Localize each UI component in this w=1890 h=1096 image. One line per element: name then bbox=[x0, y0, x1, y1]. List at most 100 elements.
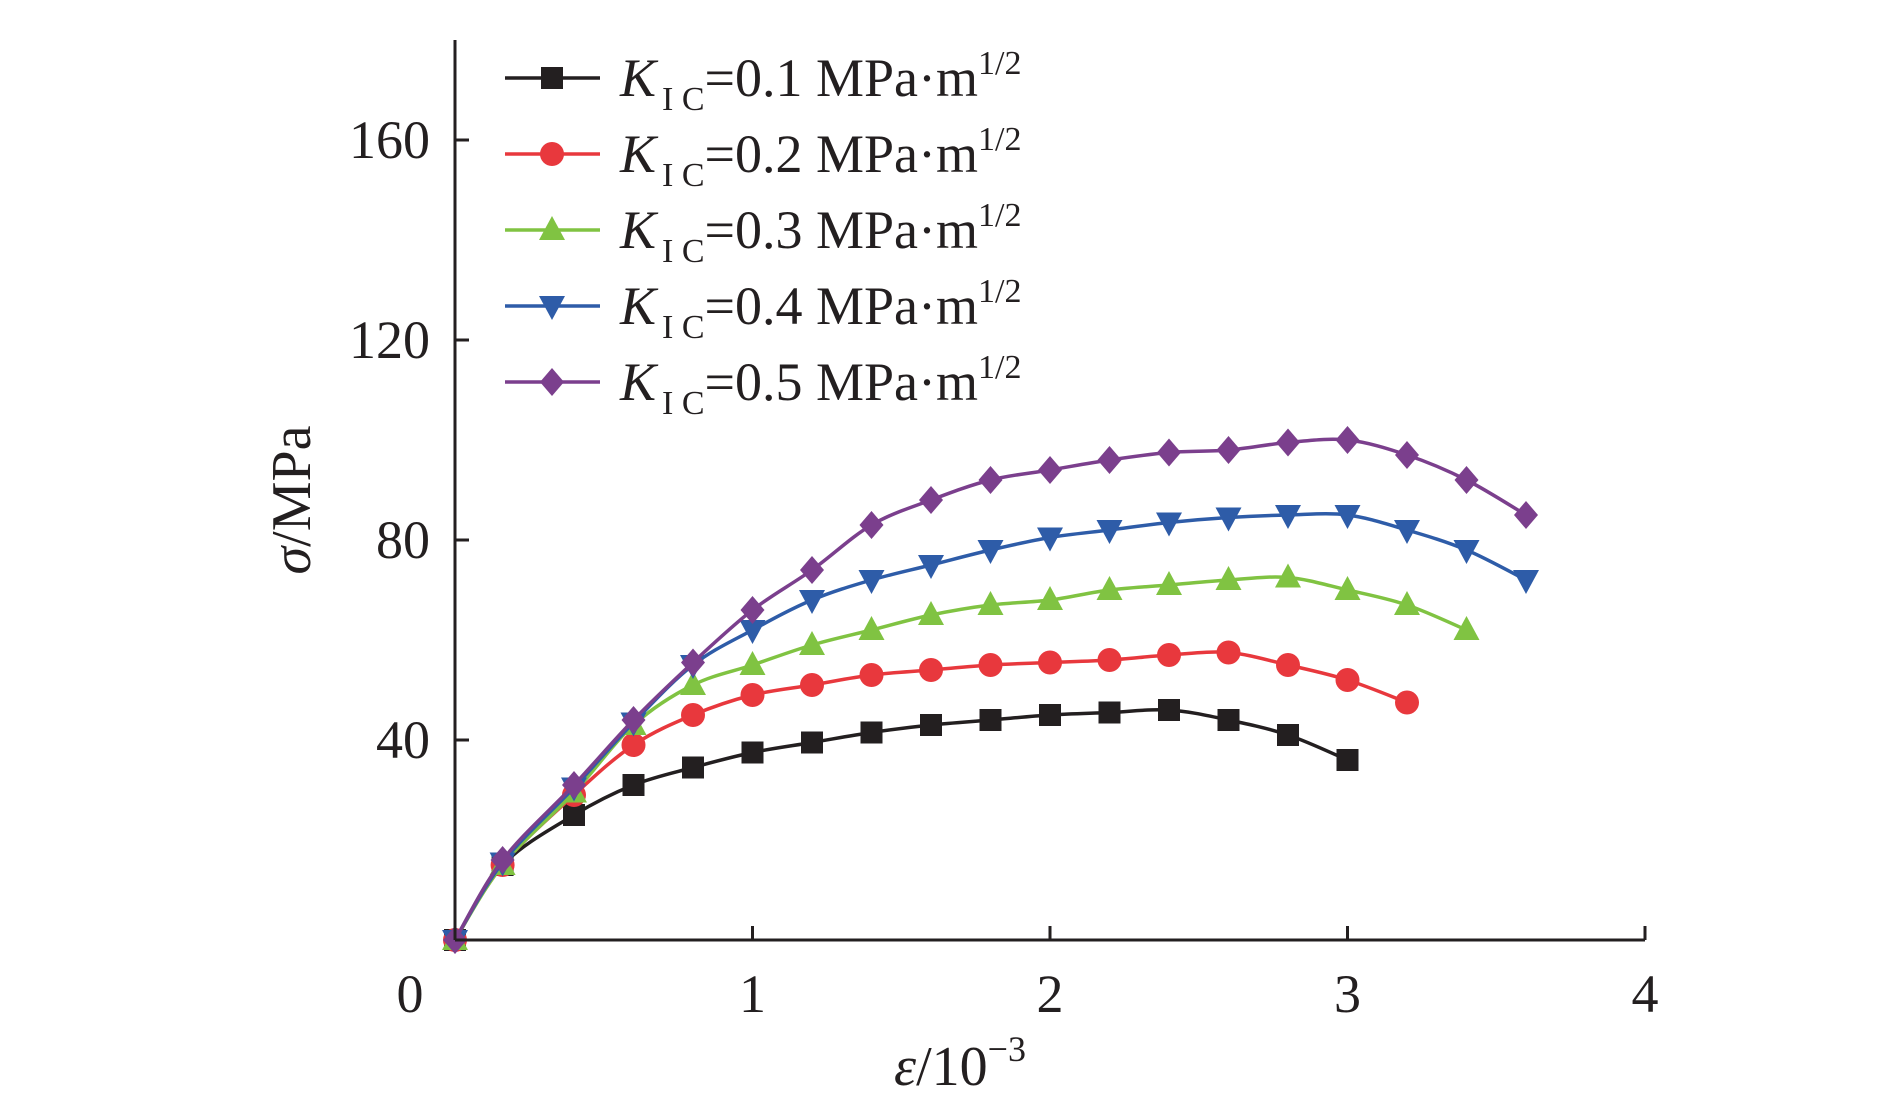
data-point bbox=[1098, 701, 1121, 724]
legend-symbol: K bbox=[619, 200, 659, 260]
series-2 bbox=[443, 640, 1419, 952]
data-point bbox=[977, 540, 1004, 564]
data-point bbox=[1454, 466, 1479, 494]
data-point bbox=[1039, 704, 1061, 726]
data-point bbox=[858, 616, 885, 640]
origin-label: 0 bbox=[397, 964, 424, 1024]
data-point bbox=[621, 733, 646, 757]
series-line bbox=[453, 437, 1527, 941]
legend-exponent: 1/2 bbox=[978, 197, 1021, 234]
data-point bbox=[1038, 650, 1062, 675]
legend-exponent: 1/2 bbox=[978, 45, 1021, 82]
x-axis-exponent: −3 bbox=[988, 1029, 1026, 1069]
y-tick-label: 120 bbox=[349, 310, 430, 370]
y-axis-title-group: σ/MPa bbox=[261, 425, 323, 574]
legend-subscript: I C bbox=[662, 309, 705, 346]
series-line bbox=[453, 575, 1468, 941]
data-point bbox=[1334, 576, 1361, 600]
data-point bbox=[1335, 668, 1360, 692]
data-point bbox=[1156, 571, 1182, 595]
legend-marker bbox=[541, 67, 563, 89]
data-point bbox=[1215, 566, 1242, 590]
y-axis-symbol: σ bbox=[261, 544, 323, 574]
legend-marker bbox=[540, 368, 564, 396]
x-tick-label: 1 bbox=[739, 964, 766, 1024]
data-point bbox=[1216, 436, 1241, 464]
series-layer bbox=[442, 426, 1539, 954]
legend-value: =0.3 MPa·m bbox=[705, 200, 978, 260]
data-point bbox=[1215, 507, 1242, 532]
data-point bbox=[1156, 512, 1182, 537]
data-point bbox=[800, 556, 824, 584]
legend-exponent: 1/2 bbox=[978, 121, 1021, 158]
series-line bbox=[453, 707, 1349, 941]
data-point bbox=[858, 570, 885, 594]
x-tick-label: 2 bbox=[1037, 964, 1064, 1024]
data-point bbox=[1275, 505, 1301, 529]
data-point bbox=[1158, 699, 1180, 721]
data-point bbox=[1097, 446, 1122, 474]
legend-value: =0.1 MPa·m bbox=[705, 48, 978, 108]
data-point bbox=[1276, 428, 1300, 457]
data-point bbox=[799, 590, 825, 614]
data-point bbox=[859, 511, 884, 539]
data-point bbox=[739, 651, 766, 675]
data-point bbox=[1394, 520, 1420, 544]
legend-symbol: K bbox=[619, 124, 659, 184]
data-point bbox=[680, 671, 706, 695]
data-point bbox=[978, 466, 1003, 494]
legend-marker bbox=[539, 216, 565, 240]
series-line bbox=[453, 650, 1408, 941]
data-point bbox=[621, 706, 646, 734]
x-axis-unit: /10 bbox=[916, 1036, 988, 1096]
data-point bbox=[490, 846, 515, 874]
data-point bbox=[1395, 441, 1419, 469]
series-5 bbox=[443, 426, 1538, 954]
data-point bbox=[1277, 724, 1299, 746]
data-point bbox=[799, 631, 825, 655]
data-point bbox=[1157, 643, 1181, 667]
data-point bbox=[1513, 570, 1539, 594]
data-point bbox=[1276, 653, 1300, 677]
legend-subscript: I C bbox=[662, 81, 705, 118]
data-point bbox=[800, 673, 824, 697]
data-point bbox=[1453, 616, 1480, 640]
y-tick-label: 40 bbox=[376, 710, 430, 770]
y-tick-label: 80 bbox=[376, 510, 430, 570]
data-point bbox=[919, 486, 943, 514]
legend-exponent: 1/2 bbox=[978, 273, 1021, 310]
data-point bbox=[918, 555, 944, 579]
y-axis-unit: /MPa bbox=[261, 425, 323, 546]
data-point bbox=[859, 663, 884, 687]
legend-value: =0.5 MPa·m bbox=[705, 352, 978, 412]
data-point bbox=[1453, 540, 1480, 564]
data-point bbox=[682, 756, 704, 779]
x-axis-title: ε/10−3 bbox=[894, 1029, 1026, 1096]
data-point bbox=[1038, 456, 1062, 484]
data-point bbox=[563, 804, 585, 826]
legend-symbol: K bbox=[619, 276, 659, 336]
data-point bbox=[1157, 438, 1181, 467]
data-point bbox=[1395, 690, 1419, 715]
data-point bbox=[979, 709, 1002, 731]
data-point bbox=[801, 731, 823, 754]
data-point bbox=[1336, 749, 1359, 771]
legend-subscript: I C bbox=[662, 233, 705, 270]
data-point bbox=[1037, 586, 1063, 610]
data-point bbox=[919, 658, 943, 682]
legend-subscript: I C bbox=[662, 385, 705, 422]
x-tick-label: 3 bbox=[1334, 964, 1361, 1024]
data-point bbox=[741, 741, 764, 764]
data-point bbox=[1514, 501, 1538, 529]
data-point bbox=[681, 703, 705, 727]
